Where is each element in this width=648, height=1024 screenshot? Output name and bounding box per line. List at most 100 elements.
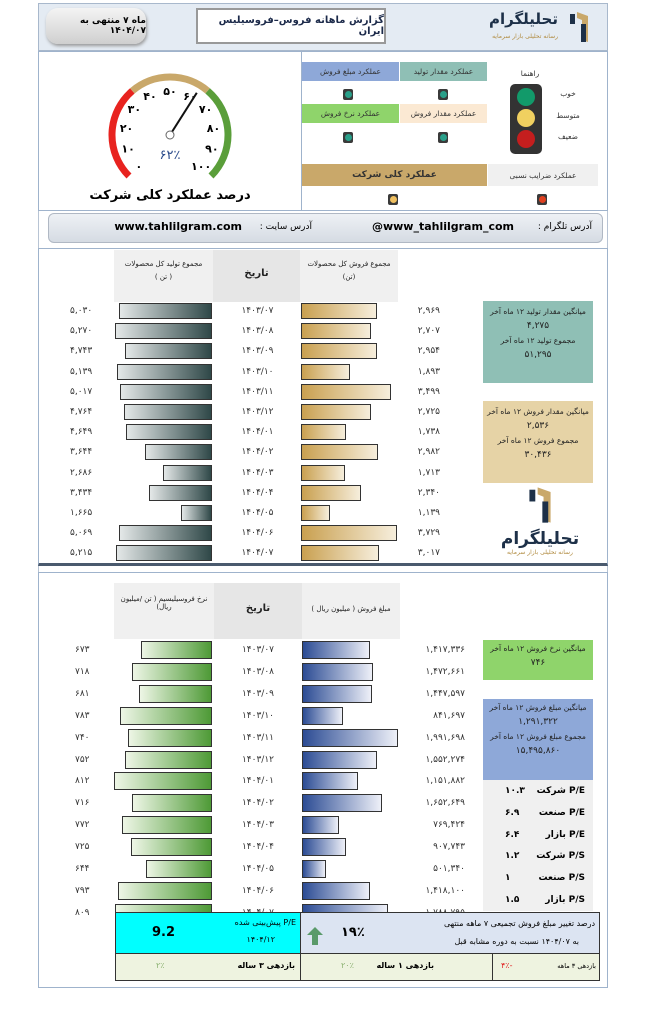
ratio-label: P/E شرکت: [536, 786, 585, 796]
prod-value: ۵,۱۳۹: [70, 366, 93, 377]
gauge-good-arc: [205, 88, 232, 179]
prod-header: مجموع تولید کل محصولات ( تن ): [114, 250, 213, 302]
indicators-panel: [301, 51, 608, 211]
sales-change-cell: درصد تغییر مبلغ فروش تجمیعی ۷ ماهه منتهی…: [300, 912, 600, 954]
logo-large: تحلیلگرام رسانه تحلیلی بازار سرمایه: [485, 485, 595, 565]
rate-value: ۷۵۲: [75, 754, 90, 765]
return-1y-cell: بازدهی ۱ ساله ۲۰٪: [300, 953, 493, 981]
sales-value: ۲,۷۲۵: [417, 407, 440, 417]
sales-amount-indicator-label: عملکرد مبلغ فروش: [302, 62, 399, 81]
row-date: ۱۴۰۳/۱۰: [241, 710, 275, 721]
row-date: ۱۴۰۴/۰۶: [241, 528, 274, 539]
avg-prod-value: ۴,۲۷۵: [526, 320, 550, 331]
row-date: ۱۴۰۴/۰۴: [241, 842, 275, 853]
row-date: ۱۴۰۳/۱۱: [241, 386, 274, 397]
sales-change-value: ۱۹٪: [341, 925, 365, 940]
date-header-2: تاریخ: [214, 583, 302, 639]
pe-forecast-value: 9.2: [152, 925, 176, 940]
rate-value: ۸۰۹: [75, 907, 90, 918]
sales-bar: [301, 343, 377, 360]
logo-mark-icon: [570, 12, 588, 42]
prod-value: ۵,۰۱۷: [70, 386, 93, 397]
gauge-tick-label: ۰: [136, 160, 143, 173]
row-date: ۱۴۰۳/۰۹: [241, 346, 274, 357]
report-date: ماه ۷ منتهی به ۱۴۰۴/۰۷: [46, 8, 146, 44]
rate-value: ۷۷۲: [75, 820, 90, 831]
ratio-label: P/S صنعت: [538, 873, 586, 884]
row-date: ۱۴۰۴/۰۱: [241, 776, 275, 787]
rate-value: ۷۸۳: [75, 710, 90, 721]
rate-bar: [131, 838, 212, 857]
logo-mark-icon: [529, 487, 551, 523]
sum-sales-value: ۳۰,۴۳۶: [524, 450, 552, 461]
ratio-value: ۱۰.۳: [505, 786, 525, 796]
rate-value: ۶۸۱: [75, 688, 90, 699]
rate-bar: [132, 794, 212, 813]
return-3m-value: -۴٪: [501, 961, 513, 970]
prod-value: ۴,۷۴۳: [70, 346, 93, 357]
sales-value: ۳,۰۱۷: [417, 548, 440, 559]
prod-bar: [126, 424, 212, 441]
prod-bar: [163, 464, 212, 481]
arrow-up-icon: [307, 927, 323, 945]
prod-bar: [120, 383, 212, 400]
prod-value: ۳,۴۳۴: [70, 487, 93, 498]
amount-bar: [302, 860, 326, 878]
amount-value: ۱,۱۵۱,۸۸۲: [425, 776, 465, 787]
amount-bar: [302, 772, 358, 791]
sales-value: ۱,۱۳۹: [417, 508, 440, 518]
sales-bar: [301, 464, 345, 481]
sales-header-title: مجموع فروش کل محصولات: [307, 260, 391, 268]
ratio-label: P/S شرکت: [536, 851, 585, 862]
row-date: ۱۴۰۳/۱۲: [241, 754, 275, 765]
row-date: ۱۴۰۳/۱۲: [241, 407, 274, 417]
row-date: ۱۴۰۴/۰۱: [241, 427, 274, 438]
avg-rate-label: میانگین نرخ فروش ۱۲ ماه آخر: [490, 644, 586, 653]
row-date: ۱۴۰۴/۰۲: [241, 447, 274, 458]
return-3m-cell: بازدهی ۳ ماهه -۴٪: [492, 953, 600, 981]
gauge-mid-arc: [130, 73, 210, 94]
prod-value: ۴,۷۶۴: [70, 407, 93, 417]
row-date: ۱۴۰۳/۰۸: [241, 666, 275, 677]
row-date: ۱۴۰۴/۰۲: [241, 798, 275, 809]
sales-bar: [301, 363, 350, 380]
avg-prod-label: میانگین مقدار تولید ۱۲ ماه آخر: [490, 307, 586, 316]
rate-bar: [141, 641, 212, 659]
logo-tagline: رسانه تحلیلی بازار سرمایه: [492, 33, 558, 40]
prod-bar: [149, 484, 212, 501]
rate-value: ۷۹۳: [75, 885, 90, 896]
rate-value: ۷۱۸: [75, 666, 90, 677]
prod-value: ۵,۰۳۰: [70, 306, 93, 316]
sales-bar: [301, 383, 391, 400]
amount-value: ۱,۴۷۲,۶۶۱: [425, 666, 465, 677]
prod-bar: [115, 323, 212, 340]
logo: تحلیلگرام رسانه تحلیلی بازار سرمایه: [400, 8, 600, 46]
rate-bar: [146, 860, 212, 878]
prod-value: ۳,۶۴۴: [70, 447, 93, 458]
telegram-handle[interactable]: @www_tahlilgram_com: [371, 220, 514, 233]
ratio-value: ۶.۴: [505, 829, 520, 840]
gauge-weak-arc: [108, 88, 135, 179]
amount-value: ۱,۴۱۸,۱۰۰: [425, 885, 465, 896]
rate-bar: [128, 728, 212, 747]
rate-bar: [139, 684, 212, 703]
sales-amount-light: [343, 89, 353, 100]
rate-value: ۷۱۶: [75, 798, 90, 809]
gauge-tick-label: ۱۰: [121, 143, 134, 156]
legend-medium: متوسط: [556, 110, 580, 120]
return-3m-label: بازدهی ۳ ماهه: [557, 962, 596, 970]
gauge-tick-label: ۹۰: [205, 143, 218, 156]
pe-forecast-date: ۱۴۰۴/۱۲: [246, 935, 275, 944]
rate-bar: [132, 662, 212, 681]
traffic-light-icon: [510, 84, 542, 154]
telegram-label: آدرس تلگرام :: [537, 222, 592, 232]
ratio-label: P/E بازار: [545, 829, 585, 840]
amount-value: ۷۶۹,۴۲۴: [433, 820, 465, 831]
amount-bar: [302, 881, 370, 900]
production-sales-section: [38, 248, 608, 566]
site-url[interactable]: www.tahlilgram.com: [114, 220, 242, 233]
amount-bar: [302, 706, 343, 725]
amount-value: ۱,۴۴۷,۵۹۷: [425, 688, 465, 699]
sales-rate-light: [343, 132, 353, 143]
